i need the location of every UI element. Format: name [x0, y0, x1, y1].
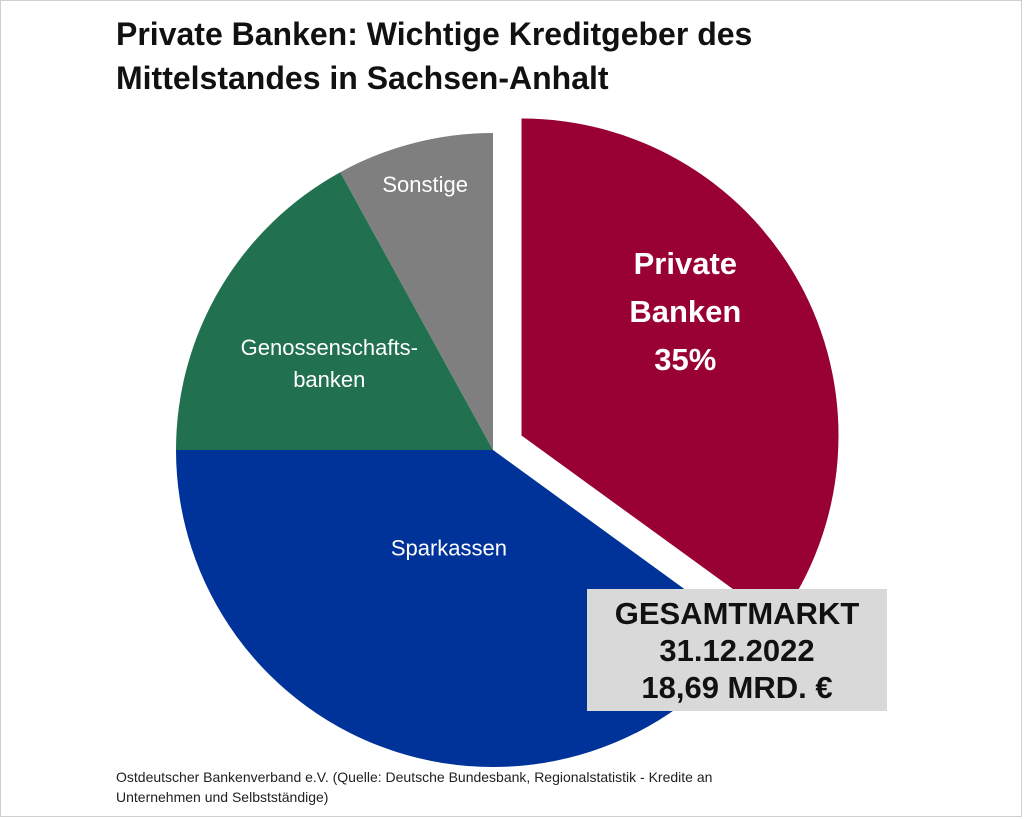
pie-label-genossenschaftsbanken-line-1: Genossenschafts-: [241, 335, 418, 360]
footnote-line-1: Ostdeutscher Bankenverband e.V. (Quelle:…: [116, 769, 713, 785]
total-market-date: 31.12.2022: [659, 633, 815, 668]
pie-label-genossenschaftsbanken-line-2: banken: [293, 367, 365, 392]
footnote-line-2: Unternehmen und Selbstständige): [116, 789, 329, 805]
pie-slice-sonstige: [340, 133, 493, 450]
pie-label-private-line-3: 35%: [654, 342, 716, 377]
pie-label-sonstige: Sonstige: [382, 172, 468, 197]
total-market-value: 18,69 MRD. €: [641, 670, 833, 705]
pie-label-sonstige-line-1: Sonstige: [382, 172, 468, 197]
pie-label-private-line-1: Private: [634, 246, 737, 281]
pie-label-sparkassen: Sparkassen: [391, 536, 507, 561]
total-market-label: GESAMTMARKT: [614, 596, 860, 631]
chart-title-line-2: Mittelstandes in Sachsen-Anhalt: [116, 60, 609, 96]
total-market-box: GESAMTMARKT 31.12.2022 18,69 MRD. €: [587, 589, 887, 711]
pie-slice-private: [521, 118, 839, 622]
pie-label-private: Private Banken 35%: [629, 246, 741, 377]
source-footnote: Ostdeutscher Bankenverband e.V. (Quelle:…: [116, 767, 836, 807]
pie-label-private-line-2: Banken: [629, 294, 741, 329]
pie-slice-genossenschaftsbanken: [176, 172, 493, 450]
chart-title-line-1: Private Banken: Wichtige Kreditgeber des: [116, 16, 753, 52]
chart-title: Private Banken: Wichtige Kreditgeber des…: [116, 12, 976, 100]
pie-label-sparkassen-line-1: Sparkassen: [391, 536, 507, 561]
pie-label-genossenschaftsbanken: Genossenschafts-banken: [241, 335, 418, 392]
